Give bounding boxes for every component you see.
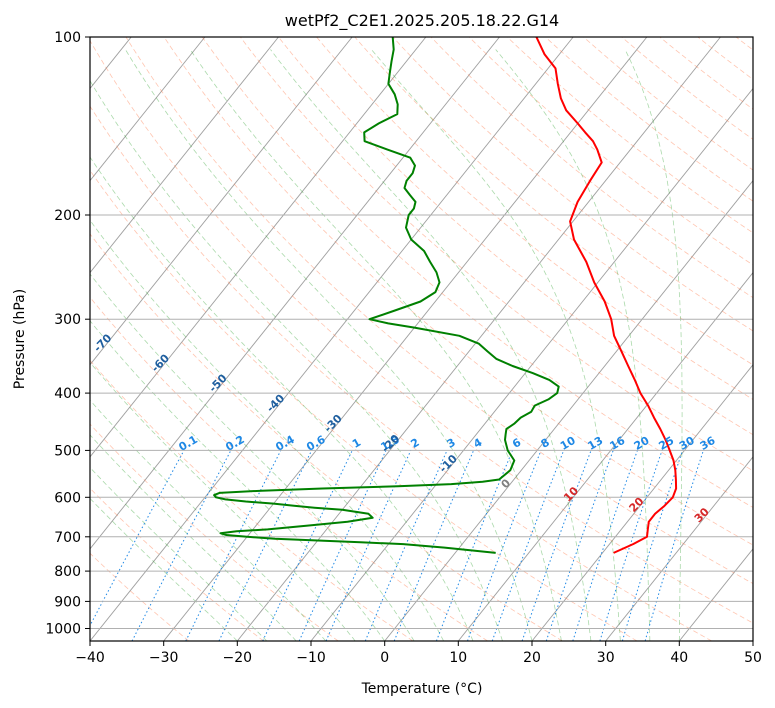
mixing-ratio-line xyxy=(521,450,592,641)
moist-adiabat-line xyxy=(90,320,386,641)
moist-adiabat-line xyxy=(495,49,651,641)
y-tick-label: 400 xyxy=(54,386,81,402)
dry-adiabat-line xyxy=(201,37,753,508)
mixing-ratio-line xyxy=(621,450,684,641)
isotherm-line xyxy=(90,37,574,641)
y-tick-label: 1000 xyxy=(45,622,81,638)
y-tick-label: 900 xyxy=(54,594,81,610)
x-tick-label: 30 xyxy=(597,650,615,666)
x-tick-label: 0 xyxy=(380,650,389,666)
moist-adiabat-line xyxy=(90,361,356,641)
mixing-ratio-line xyxy=(185,450,282,641)
x-tick-label: −30 xyxy=(149,650,179,666)
x-tick-label: 50 xyxy=(744,650,762,666)
dry-adiabat-line xyxy=(90,105,712,641)
moist-adiabat-line xyxy=(371,49,621,641)
moist-adiabat-line xyxy=(90,273,415,641)
isotherm-line xyxy=(90,37,206,182)
x-tick-label: 40 xyxy=(670,650,688,666)
mixing-ratio-line xyxy=(599,450,663,641)
isotherm-line xyxy=(310,87,753,641)
x-tick-label: −20 xyxy=(223,650,253,666)
mixing-ratio-line xyxy=(435,450,513,641)
x-tick-label: −40 xyxy=(75,650,105,666)
mixing-ratio-line xyxy=(572,450,638,641)
mixing-ratio-line xyxy=(393,450,475,641)
moist-adiabat-line xyxy=(90,466,268,641)
moist-adiabat-line xyxy=(189,49,562,641)
isotherm-line xyxy=(90,37,427,458)
dry-adiabat-line xyxy=(90,423,339,641)
y-axis-label: Pressure (hPa) xyxy=(12,289,28,389)
moist-adiabat-line xyxy=(90,79,503,641)
y-tick-label: 200 xyxy=(54,208,81,224)
temperature-profile-line xyxy=(535,37,678,554)
isotherm-line xyxy=(90,37,279,274)
dry-adiabat-line xyxy=(90,169,638,641)
isotherm-line xyxy=(163,37,648,641)
dry-adiabat-line xyxy=(125,37,753,585)
isotherm-line xyxy=(384,179,753,641)
dry-adiabat-line xyxy=(90,296,488,641)
dry-adiabat-line xyxy=(90,359,414,641)
dry-adiabat-line xyxy=(163,37,753,546)
x-tick-label: 10 xyxy=(449,650,467,666)
dry-adiabat-line xyxy=(278,37,753,436)
y-tick-label: 600 xyxy=(54,490,81,506)
moist-adiabat-line xyxy=(270,49,592,641)
dry-adiabat-line xyxy=(583,37,753,171)
moist-adiabat-line xyxy=(624,49,683,641)
y-tick-label: 800 xyxy=(54,564,81,580)
mixing-ratio-line xyxy=(467,450,542,641)
isotherm-line xyxy=(90,37,353,366)
axes: −40 −30 −20 −10 0 10 20 30 40 50 100 200 300 400 500 60… xyxy=(45,30,762,666)
chart-title: wetPf2_C2E1.2025.205.18.22.G14 xyxy=(285,11,559,31)
mixing-ratio-line xyxy=(364,450,448,641)
isotherm-line xyxy=(605,456,753,641)
dry-adiabat-line xyxy=(90,39,753,624)
dry-adiabat-line xyxy=(90,233,563,641)
pressure-gridlines xyxy=(90,37,753,629)
x-tick-label: −10 xyxy=(296,650,326,666)
mixing-ratio-line xyxy=(491,450,565,641)
sounding-series xyxy=(213,37,678,554)
mixing-ratio-line xyxy=(325,450,412,641)
y-tick-label: 700 xyxy=(54,530,81,546)
isotherm-line xyxy=(457,271,753,641)
mixing-ratio-line xyxy=(545,450,614,641)
moist-adiabat-line xyxy=(125,49,533,641)
y-tick-label: 500 xyxy=(54,443,81,459)
mixing-ratio-line xyxy=(644,450,704,641)
moist-adiabat-line xyxy=(90,399,327,641)
dry-adiabat-line xyxy=(545,37,753,202)
y-tick-label: 100 xyxy=(54,30,81,46)
mixing-ratio-line xyxy=(90,450,185,627)
isotherm-line xyxy=(531,364,753,641)
moist-adiabat-line xyxy=(90,497,238,641)
moist-adiabat-line xyxy=(90,434,297,641)
dry-adiabat-line xyxy=(316,37,753,400)
dewpoint-profile-line xyxy=(213,37,560,554)
dry-adiabat-line xyxy=(90,487,264,641)
x-tick-label: 20 xyxy=(523,650,541,666)
plot-frame xyxy=(89,36,754,642)
isotherm-line xyxy=(90,37,500,550)
x-axis-label: Temperature (°C) xyxy=(361,681,483,697)
dry-adiabat-line xyxy=(468,37,753,266)
background-lines xyxy=(90,37,753,641)
y-tick-label: 300 xyxy=(54,312,81,328)
dry-adiabat-line xyxy=(392,37,753,332)
